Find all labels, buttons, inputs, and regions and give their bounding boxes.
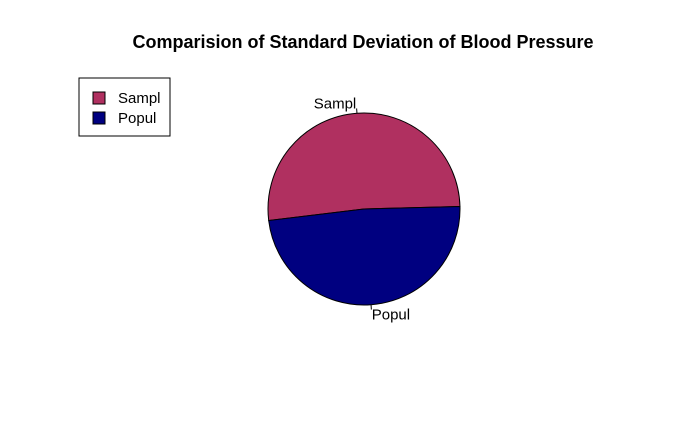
pie-slice-labels: Sampl Popul <box>314 96 410 324</box>
pie-label-popul: Popul <box>372 306 410 323</box>
chart-legend: Sampl Popul <box>78 77 171 137</box>
chart-title: Comparision of Standard Deviation of Blo… <box>132 32 593 52</box>
legend-swatch-popul <box>92 111 106 125</box>
legend-label-popul: Popul <box>118 110 156 127</box>
pie-slice-popul <box>268 205 461 306</box>
legend-box <box>78 77 171 137</box>
pie-slices <box>267 112 461 306</box>
legend-label-sampl: Sampl <box>118 90 161 107</box>
legend-entries: Sampl Popul <box>92 90 161 127</box>
pie-label-sampl: Sampl <box>314 96 357 113</box>
legend-swatch-sampl <box>92 91 106 105</box>
pie-slice-sampl <box>267 112 461 222</box>
